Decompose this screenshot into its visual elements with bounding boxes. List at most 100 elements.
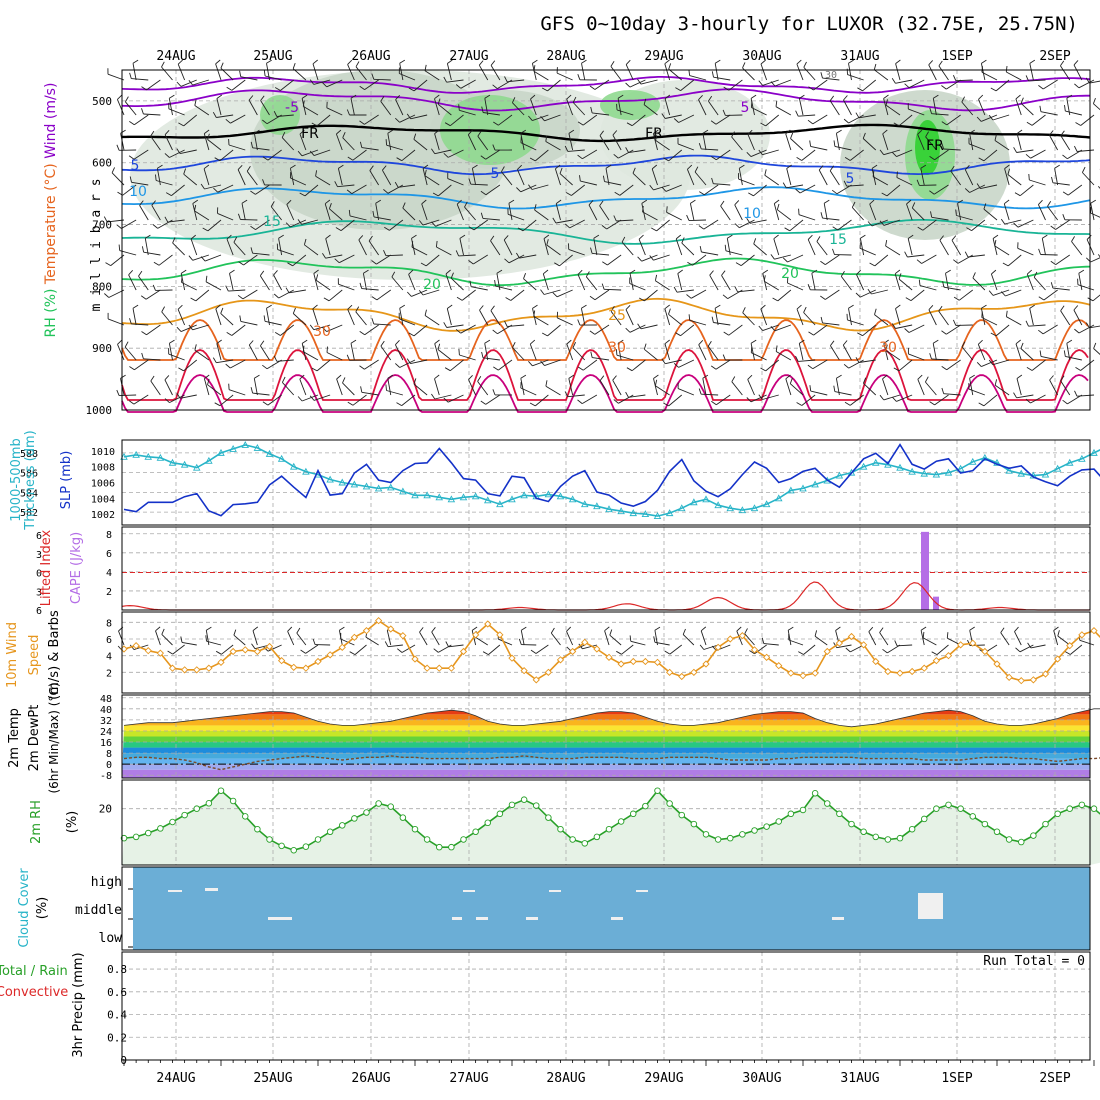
wind-barb-flag <box>1020 97 1024 104</box>
wind-barb <box>422 168 428 186</box>
wind-barb-flag <box>1054 164 1060 169</box>
wind-barb <box>604 288 622 291</box>
wind-barb <box>1054 168 1059 186</box>
wind-barb-flag <box>238 261 244 266</box>
wind-barb-flag <box>742 62 746 69</box>
wind-barb <box>572 347 586 361</box>
thickness-point <box>1053 464 1062 472</box>
wind-barb-flag <box>375 199 382 204</box>
wind-barb-flag <box>786 164 792 169</box>
wind-barb-flag <box>990 332 997 337</box>
wind-barb <box>336 378 343 396</box>
wind-barb-flag <box>369 165 374 171</box>
wind-speed-point <box>229 647 237 656</box>
wind-barb <box>747 134 755 151</box>
wind-barb <box>751 107 767 116</box>
wind-barb <box>655 385 670 396</box>
temp-minmax-label: (6hr Min/Max) (°C) <box>47 682 61 793</box>
wind-barb <box>1060 310 1071 326</box>
wind-barb <box>1077 284 1095 291</box>
wind-barb-flag <box>262 156 269 161</box>
wind-barb <box>796 63 804 81</box>
wind-barb-flag <box>359 141 363 148</box>
wind-barb <box>958 289 974 301</box>
wind-barb-flag <box>529 402 536 407</box>
wind-barb-flag <box>1025 153 1031 159</box>
wind-barb-flag <box>342 377 346 384</box>
wind-barb-flag <box>599 375 605 381</box>
wind-barb <box>355 66 367 81</box>
wind-barb <box>231 79 246 91</box>
rh-area <box>122 790 1100 865</box>
wind-barb <box>296 632 307 646</box>
wind-barb-flag <box>931 651 938 655</box>
wind-barb-flag <box>504 258 510 264</box>
wind-barb-flag <box>444 122 451 127</box>
date-label-bottom: 25AUG <box>253 1071 292 1086</box>
wind-speed-point <box>374 617 383 625</box>
isotherm-40 <box>121 374 1089 413</box>
wind-barb-flag <box>183 168 187 175</box>
wind-barb <box>736 630 743 646</box>
wind-barb-flag <box>855 292 861 298</box>
wind-barb <box>1006 71 1022 81</box>
wind-barb-flag <box>132 304 139 309</box>
wind-barb-flag <box>188 255 194 261</box>
panel-frame <box>121 951 1091 1061</box>
wind-barb <box>917 134 925 151</box>
wind-speed-point <box>678 672 686 681</box>
wind-barb-flag <box>468 260 474 265</box>
wind-barb <box>230 359 246 369</box>
wind-barb-flag <box>832 226 839 231</box>
wind-barb-flag <box>250 387 254 394</box>
wind-barb-flag <box>490 305 495 311</box>
wind-barb-flag <box>252 626 259 631</box>
wind-barb-flag <box>626 367 633 372</box>
isotherm-20 <box>121 257 1091 287</box>
wind-barb-flag <box>758 325 764 331</box>
wind-barb-flag <box>969 129 975 134</box>
rh-point <box>957 805 964 812</box>
wind-barb-flag <box>746 151 752 157</box>
wind-speed-point <box>738 632 747 640</box>
wind-barb <box>267 149 282 161</box>
thickness-point <box>1017 469 1026 477</box>
wind-barb <box>413 79 428 92</box>
wind-barb-flag <box>925 376 929 383</box>
wind-barb-flag <box>994 134 997 141</box>
rh-shading <box>600 90 660 120</box>
wind-barb-flag <box>686 294 692 299</box>
wind-barb <box>248 344 258 361</box>
wind-barb-flag <box>299 129 305 135</box>
thickness-point <box>774 494 783 502</box>
temp-tick: 16 <box>100 738 112 749</box>
wind-barb <box>925 136 937 151</box>
wind-barb-flag <box>928 304 934 311</box>
wind-barb <box>655 280 670 291</box>
wind-barb <box>546 244 561 256</box>
wind-barb-flag <box>785 374 791 380</box>
pressure-tick: 600 <box>92 157 112 170</box>
rh-point <box>266 836 273 843</box>
wind-barb-flag <box>983 203 987 210</box>
wind-barb <box>922 219 937 231</box>
wind-barb <box>194 210 210 221</box>
thickness-point <box>1065 458 1074 466</box>
wind-barb <box>361 147 379 151</box>
wind-barb-flag <box>654 626 661 631</box>
wind-barb <box>559 173 573 186</box>
wind-barb <box>169 149 185 158</box>
wind-barb-flag <box>206 626 212 631</box>
wind-barb <box>337 168 343 186</box>
wind-barb <box>373 323 391 326</box>
wind-barb <box>276 359 294 362</box>
wind-barb-flag <box>836 129 842 134</box>
wind-barb-flag <box>787 626 794 631</box>
wind-barb <box>386 630 392 646</box>
wind-barb <box>180 273 186 291</box>
wind-barb-flag <box>523 272 527 279</box>
wind-barb-flag <box>799 94 805 99</box>
temp-band <box>122 695 1090 703</box>
isotherm-label: -5 <box>285 100 299 116</box>
wind-barb-flag <box>164 153 170 158</box>
